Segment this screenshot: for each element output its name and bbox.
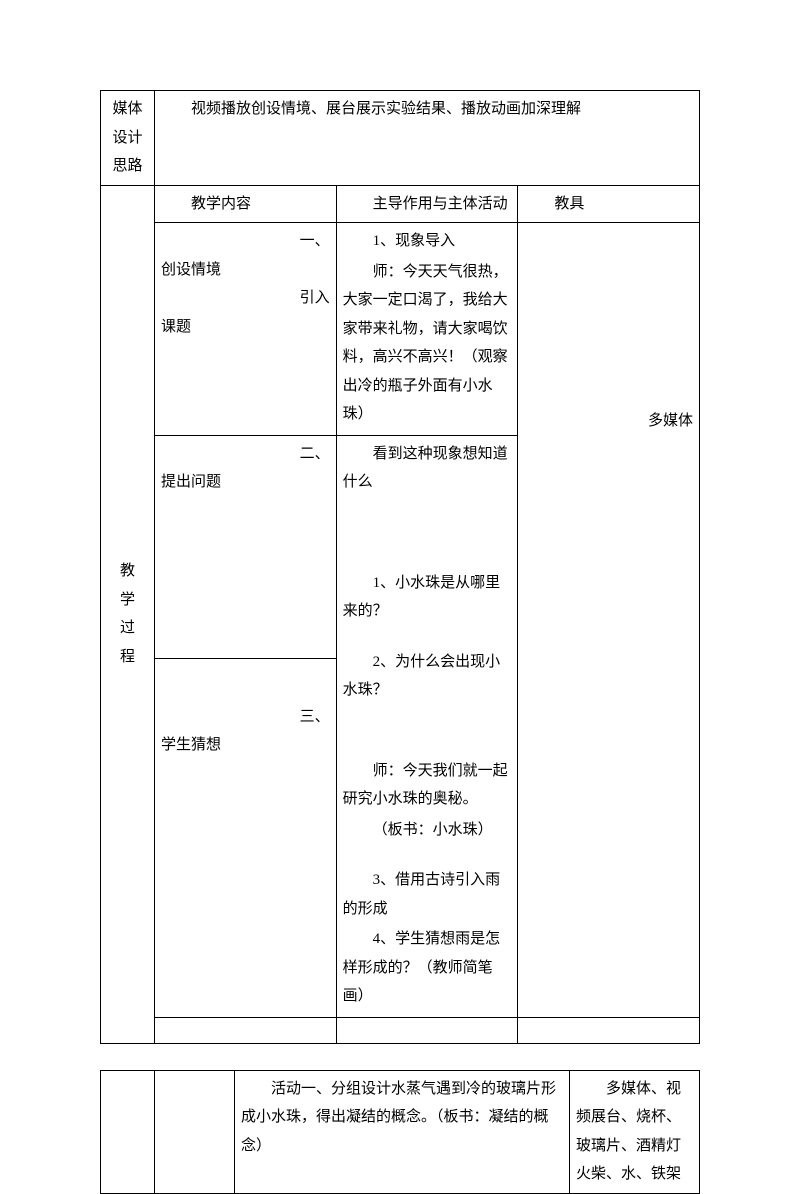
main-table: 媒体设计思路 视频播放创设情境、展台展示实验结果、播放动画加深理解 教 学 过 … <box>100 90 700 1044</box>
section2-label-b: 提出问题 <box>161 468 330 497</box>
process-label: 教 学 过 程 <box>107 557 148 671</box>
media-design-row: 媒体设计思路 视频播放创设情境、展台展示实验结果、播放动画加深理解 <box>101 91 700 186</box>
second-body: 活动一、分组设计水蒸气遇到冷的玻璃片形成小水珠，得出凝结的概念。（板书：凝结的概… <box>241 1075 563 1161</box>
header-activity: 主导作用与主体活动 <box>343 190 512 219</box>
section3-label-cell: 三、 学生猜想 <box>155 658 337 1017</box>
header-tools-cell: 教具 <box>518 185 700 223</box>
section3-body-a: 1、小水珠是从哪里来的？ <box>343 569 512 626</box>
process-char-1: 教 <box>107 557 148 586</box>
header-activity-cell: 主导作用与主体活动 <box>336 185 518 223</box>
section1-label-b: 创设情境 <box>161 256 330 285</box>
header-section: 教学内容 <box>161 190 330 219</box>
section1-label-c: 引入 <box>161 284 330 313</box>
section1-body-b: 师：今天天气很热，大家一定口渴了，我给大家带来礼物，请大家喝饮料，高兴不高兴！（… <box>343 258 512 429</box>
process-char-4: 程 <box>107 643 148 672</box>
media-design-content-cell: 视频播放创设情境、展台展示实验结果、播放动画加深理解 <box>155 91 700 186</box>
section1-label-cell: 一、 创设情境 引入 课题 <box>155 223 337 436</box>
media-design-content: 视频播放创设情境、展台展示实验结果、播放动画加深理解 <box>161 95 693 124</box>
section3-label-a: 三、 <box>161 703 330 732</box>
section3-body-f: 4、学生猜想雨是怎样形成的？（教师简笔画） <box>343 925 512 1011</box>
spacer-3 <box>518 1017 700 1043</box>
section3-body-b: 2、为什么会出现小水珠？ <box>343 648 512 705</box>
section2-label-a: 二、 <box>161 440 330 469</box>
section1-label-d: 课题 <box>161 313 330 342</box>
section3-body-d: （板书：小水珠） <box>343 816 512 845</box>
process-header-row: 教 学 过 程 教学内容 主导作用与主体活动 教具 <box>101 185 700 223</box>
section1-body-cell: 1、现象导入 师：今天天气很热，大家一定口渴了，我给大家带来礼物，请大家喝饮料，… <box>336 223 518 436</box>
header-section-cell: 教学内容 <box>155 185 337 223</box>
section1-row: 一、 创设情境 引入 课题 1、现象导入 师：今天天气很热，大家一定口渴了，我给… <box>101 223 700 436</box>
section2-label-cell: 二、 提出问题 <box>155 435 337 658</box>
section1-label-a: 一、 <box>161 227 330 256</box>
tools-text: 多媒体 <box>524 407 693 436</box>
media-design-label: 媒体设计思路 <box>107 95 148 181</box>
tools-cell: 多媒体 <box>518 223 700 1018</box>
process-label-cell: 教 学 过 程 <box>101 185 155 1043</box>
section23-body-cell: 看到这种现象想知道什么 1、小水珠是从哪里来的？ 2、为什么会出现小水珠？ 师：… <box>336 435 518 1017</box>
media-design-label-cell: 媒体设计思路 <box>101 91 155 186</box>
header-tools: 教具 <box>524 190 693 219</box>
section3-body-e: 3、借用古诗引入雨的形成 <box>343 866 512 923</box>
spacer-2 <box>336 1017 518 1043</box>
section3-label-b: 学生猜想 <box>161 731 330 760</box>
spacer-1 <box>155 1017 337 1043</box>
spacer-row <box>101 1017 700 1043</box>
section1-body-a: 1、现象导入 <box>343 227 512 256</box>
process-char-2: 学 <box>107 586 148 615</box>
process-char-3: 过 <box>107 614 148 643</box>
section3-body-c: 师：今天我们就一起研究小水珠的奥秘。 <box>343 757 512 814</box>
section2-body: 看到这种现象想知道什么 <box>343 440 512 497</box>
